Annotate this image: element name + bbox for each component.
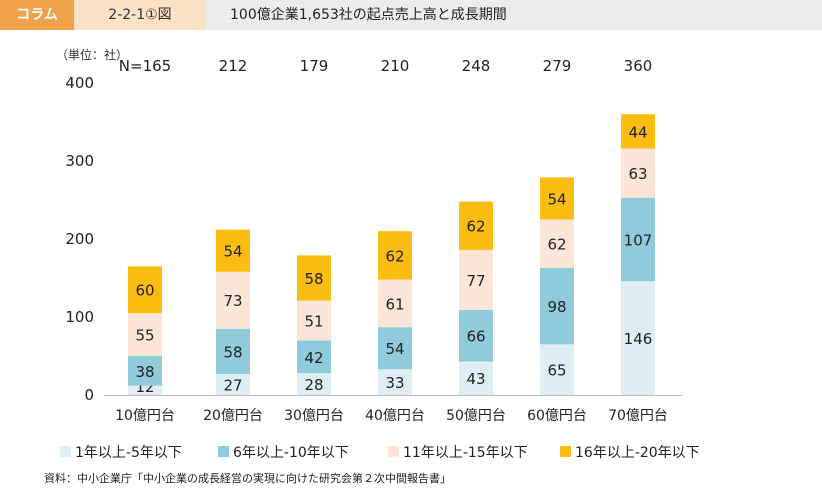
data-label: 66 [466, 328, 485, 346]
legend-label: 16年以上-20年以下 [575, 445, 700, 461]
y-tick-label: 400 [65, 74, 94, 92]
data-label: 58 [223, 343, 242, 361]
bar-segment [621, 197, 655, 282]
x-tick-label: 30億円台 [284, 408, 344, 424]
data-label: 51 [304, 313, 323, 331]
x-tick-label: 70億円台 [608, 408, 668, 424]
legend-label: 11年以上-15年以下 [403, 445, 528, 461]
data-label: 58 [304, 270, 323, 288]
bar-segment [378, 369, 412, 395]
data-label: 62 [547, 236, 566, 254]
data-label: 62 [466, 218, 485, 236]
total-label: 179 [299, 57, 329, 75]
data-label: 60 [135, 282, 154, 300]
bar-segment [128, 266, 162, 314]
bar-segment [459, 361, 493, 395]
data-label: 54 [547, 190, 566, 208]
data-label: 62 [385, 247, 404, 265]
legend-swatch [388, 446, 399, 457]
bar-segment [540, 177, 574, 220]
bar-segment [540, 267, 574, 345]
bar-segment [297, 300, 331, 341]
bar-segment [297, 373, 331, 395]
figure-id: 2-2-1①図 [74, 0, 206, 30]
bar-segment [621, 148, 655, 198]
y-tick-label: 100 [65, 308, 94, 326]
data-label: 54 [223, 243, 242, 261]
x-tick-label: 60億円台 [527, 408, 587, 424]
bar-segment [540, 344, 574, 395]
total-label: 279 [542, 57, 572, 75]
bar-segment [621, 281, 655, 395]
bar-segment [128, 356, 162, 386]
data-label: 55 [135, 327, 154, 345]
total-label: 248 [461, 57, 491, 75]
bar-segment [216, 229, 250, 272]
legend-swatch [60, 446, 71, 457]
legend-swatch [218, 446, 229, 457]
bar-segment [378, 231, 412, 280]
bar-segment [216, 373, 250, 395]
bar-segment [297, 255, 331, 301]
data-label: 98 [547, 298, 566, 316]
bar-segment [621, 114, 655, 149]
x-tick-label: 20億円台 [203, 408, 263, 424]
data-label: 107 [624, 231, 653, 249]
data-label: 33 [385, 374, 404, 392]
x-tick-label: 40億円台 [365, 408, 425, 424]
data-label: 77 [466, 272, 485, 290]
data-label: 44 [628, 123, 647, 141]
total-label: 212 [218, 57, 248, 75]
total-label: N=165 [118, 57, 172, 75]
data-label: 38 [135, 363, 154, 381]
data-label: 73 [223, 292, 242, 310]
bar-segment [216, 271, 250, 329]
data-label: 28 [304, 376, 323, 394]
source-note: 資料：中小企業庁「中小企業の成長経営の実現に向けた研究会第２次中間報告書」 [44, 472, 451, 485]
legend-swatch [560, 446, 571, 457]
data-label: 61 [385, 295, 404, 313]
x-tick-label: 50億円台 [446, 408, 506, 424]
page-title: 100億企業1,653社の起点売上高と成長期間 [230, 7, 507, 23]
bar-segment [297, 340, 331, 374]
bar-segment [128, 313, 162, 356]
legend-label: 6年以上-10年以下 [233, 445, 349, 461]
column-tag: コラム [0, 0, 74, 30]
data-label: 146 [624, 330, 653, 348]
data-label: 43 [466, 370, 485, 388]
x-tick-label: 10億円台 [115, 408, 175, 424]
data-label: 42 [304, 349, 323, 367]
y-tick-label: 300 [65, 152, 94, 170]
bar-segment [459, 201, 493, 250]
data-label: 63 [628, 165, 647, 183]
y-tick-label: 0 [84, 386, 94, 404]
data-label: 27 [223, 376, 242, 394]
bar-segment [378, 327, 412, 370]
bar-segment [378, 279, 412, 328]
bar-segment [216, 328, 250, 374]
bar-segment [540, 219, 574, 268]
bar-segment [459, 309, 493, 362]
bar-segment [459, 249, 493, 310]
unit-label: （単位：社） [56, 48, 129, 62]
total-label: 210 [380, 57, 410, 75]
data-label: 65 [547, 362, 566, 380]
data-label: 54 [385, 340, 404, 358]
legend-label: 1年以上-5年以下 [75, 445, 182, 461]
total-label: 360 [623, 57, 653, 75]
y-tick-label: 200 [65, 230, 94, 248]
bar-segment [128, 385, 162, 395]
